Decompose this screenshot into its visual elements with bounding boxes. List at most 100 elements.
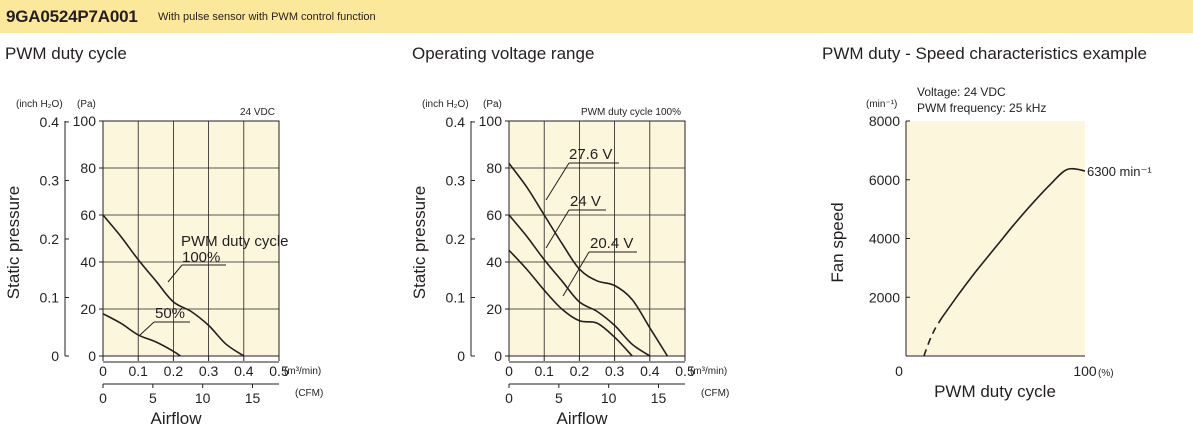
chart1-pa-tick-label: 80 xyxy=(80,160,96,176)
chart1-cfm-tick-label: 10 xyxy=(195,390,211,406)
chart2-series-0-leader xyxy=(545,162,570,201)
chart1-condition: 24 VDC xyxy=(240,107,275,118)
chart1-cfm-tick-label: 15 xyxy=(245,390,261,406)
chart2-inch-tick-label: 0.1 xyxy=(446,289,466,305)
chart1-x-tick-label: 0.1 xyxy=(128,363,148,379)
chart3-x-tick-label-100: 100 xyxy=(1073,363,1097,379)
chart1-x-tick-label: 0.3 xyxy=(199,363,219,379)
chart3-condition-frequency: PWM frequency: 25 kHz xyxy=(917,101,1046,115)
chart2-pa-tick-label: 20 xyxy=(486,301,502,317)
chart1-series-0-line xyxy=(102,214,245,357)
chart2-x-tick-label: 0.4 xyxy=(640,363,660,379)
chart2-condition: PWM duty cycle 100% xyxy=(581,107,681,118)
chart2-inch-tick-label: 0 xyxy=(457,348,465,364)
chart2-ylabel: Static pressure xyxy=(410,186,429,299)
chart2-x-tick-label: 0.1 xyxy=(534,363,554,379)
chart1-series-1-label: 50% xyxy=(155,305,185,322)
chart1-plot-area xyxy=(102,120,280,357)
chart1-series-1-line xyxy=(102,312,181,357)
chart1-cfm-tick-label: 5 xyxy=(149,390,157,406)
chart2-series-2-label: 20.4 V xyxy=(590,235,633,252)
chart1-pa-tick-label: 60 xyxy=(80,207,96,223)
chart1-inch-tick-label: 0.2 xyxy=(40,231,60,247)
chart3-plot-area xyxy=(906,121,1085,356)
chart2-series-2-leader xyxy=(562,251,590,297)
model-description: With pulse sensor with PWM control funct… xyxy=(158,11,376,23)
chart2-series-0-line xyxy=(508,162,669,357)
chart1-series-1-leader xyxy=(139,321,155,336)
chart1-title: PWM duty cycle xyxy=(5,44,127,63)
chart1-pa-tick-label: 0 xyxy=(88,348,96,364)
chart2-y-unit-inch: (inch H₂O) xyxy=(422,99,469,110)
chart2-x-tick-label: 0.5 xyxy=(675,363,695,379)
chart3-end-label: 6300 min⁻¹ xyxy=(1087,164,1152,179)
chart2-cfm-tick-label: 15 xyxy=(651,390,667,406)
chart2-x-tick-label: 0 xyxy=(505,363,513,379)
chart3-y-tick-label: 4000 xyxy=(869,231,900,247)
chart3-series-1-line xyxy=(941,167,1086,319)
chart2-cfm-tick-label: 10 xyxy=(601,390,617,406)
chart3-condition-voltage: Voltage: 24 VDC xyxy=(917,85,1006,99)
chart2-inch-tick-label: 0.4 xyxy=(446,114,466,130)
chart1-pa-tick-label: 100 xyxy=(73,113,97,129)
chart1-ylabel: Static pressure xyxy=(4,186,23,299)
chart1-x-tick-label: 0.2 xyxy=(164,363,184,379)
chart1-inch-tick-label: 0.1 xyxy=(40,289,60,305)
chart1-x-unit-cfm: (CFM) xyxy=(295,388,323,399)
chart3-y-tick-label: 8000 xyxy=(869,113,900,129)
chart2-series-1-leader xyxy=(545,209,570,249)
chart1-inch-tick-label: 0 xyxy=(51,348,59,364)
chart2-pa-tick-label: 100 xyxy=(479,113,503,129)
chart3-y-tick-label: 2000 xyxy=(869,289,900,305)
chart1-x-tick-label: 0.5 xyxy=(269,363,289,379)
chart1-x-tick-label: 0 xyxy=(99,363,107,379)
header-banner: 9GA0524P7A001 With pulse sensor with PWM… xyxy=(0,0,1193,33)
chart2-y-unit-pa: (Pa) xyxy=(483,99,502,110)
speed-chart: 2000 4000 6000 8000 0 100 (%) (min⁻¹) Voltage: 2… xyxy=(828,85,1152,401)
chart2-cfm-tick-label: 0 xyxy=(505,390,513,406)
chart2-x-tick-label: 0.2 xyxy=(570,363,590,379)
chart1-series-0-leader xyxy=(167,264,183,283)
chart1-x-unit-m3: (m³/min) xyxy=(284,366,321,377)
chart2-series-2-line xyxy=(508,249,633,357)
chart2-title: Operating voltage range xyxy=(412,44,595,63)
chart2-inch-tick-label: 0.2 xyxy=(446,231,466,247)
chart1-cfm-tick-label: 0 xyxy=(99,390,107,406)
chart3-series-0-line xyxy=(923,317,943,357)
chart2-x-tick-label: 0.3 xyxy=(605,363,625,379)
chart1-pa-tick-label: 40 xyxy=(80,254,96,270)
model-number: 9GA0524P7A001 xyxy=(6,7,138,26)
chart2-pa-tick-label: 80 xyxy=(486,160,502,176)
chart1-pa-tick-label: 20 xyxy=(80,301,96,317)
chart1-y-unit-pa: (Pa) xyxy=(77,99,96,110)
chart3-y-unit: (min⁻¹) xyxy=(866,99,897,110)
chart2-series-1-label: 24 V xyxy=(570,193,601,210)
chart2-pa-tick-label: 40 xyxy=(486,254,502,270)
chart1-inch-tick-label: 0.4 xyxy=(40,114,60,130)
chart2-x-unit-cfm: (CFM) xyxy=(701,388,729,399)
chart3-x-tick-label-0: 0 xyxy=(895,363,903,379)
chart1-y-unit-inch: (inch H₂O) xyxy=(16,99,63,110)
chart2-xlabel: Airflow xyxy=(556,409,608,428)
chart1-x-tick-label: 0.4 xyxy=(234,363,254,379)
chart3-title: PWM duty - Speed characteristics example xyxy=(822,44,1148,63)
chart3-ylabel: Fan speed xyxy=(828,202,847,282)
chart1-inch-tick-label: 0.3 xyxy=(40,172,60,188)
chart3-xlabel: PWM duty cycle xyxy=(934,382,1056,401)
chart2-x-unit-m3: (m³/min) xyxy=(690,366,727,377)
chart2-pa-tick-label: 0 xyxy=(494,348,502,364)
chart1-xlabel: Airflow xyxy=(150,409,202,428)
chart1-legend-title: PWM duty cycle xyxy=(181,233,289,250)
chart1-series-0-label: 100% xyxy=(182,249,220,266)
chart2-series-1-line xyxy=(508,214,651,357)
chart2-pa-tick-label: 60 xyxy=(486,207,502,223)
chart3-y-tick-label: 6000 xyxy=(869,172,900,188)
chart2-series-0-label: 27.6 V xyxy=(569,146,612,163)
chart2-plot-area xyxy=(508,120,686,357)
chart3-x-unit: (%) xyxy=(1098,368,1114,379)
chart2-cfm-tick-label: 5 xyxy=(555,390,563,406)
chart2-inch-tick-label: 0.3 xyxy=(446,172,466,188)
